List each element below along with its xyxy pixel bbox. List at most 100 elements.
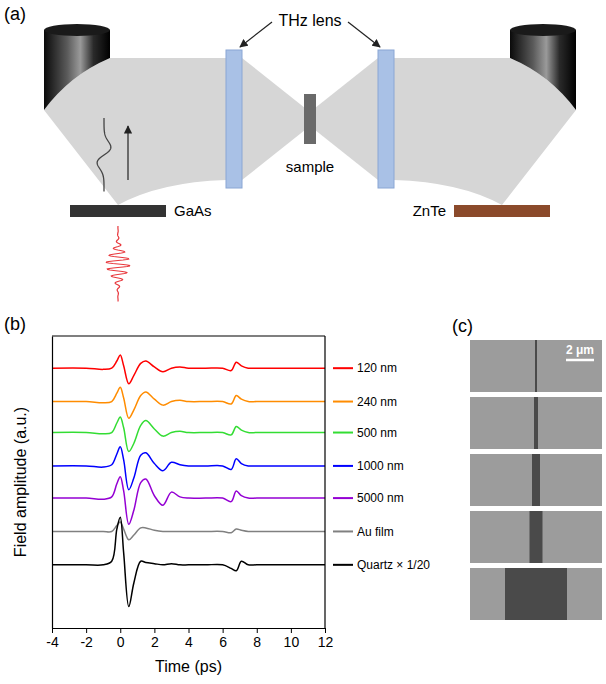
frame	[52, 335, 325, 336]
tick-mark	[86, 628, 87, 633]
sem-background	[470, 340, 602, 392]
legend-label: 240 nm	[357, 395, 397, 409]
figure: (a)THz lenssampleGaAsZnTe-4-2024681012(b…	[0, 0, 606, 684]
propagation-arrow	[127, 126, 128, 180]
legend-swatch	[333, 497, 353, 499]
legend-label: 120 nm	[357, 361, 397, 375]
thz-lens	[226, 50, 242, 188]
label-arrow	[240, 22, 272, 47]
legend-label: 500 nm	[357, 426, 397, 440]
scale-bar-label: 2 μm	[566, 343, 594, 357]
legend-label: 5000 nm	[357, 491, 404, 505]
legend-swatch	[333, 367, 353, 369]
y-axis-title: Field amplitude (a.u.)	[12, 407, 29, 557]
znte-crystal	[454, 205, 550, 217]
legend-swatch	[333, 530, 353, 532]
tick: 2	[151, 628, 159, 650]
mirror-top	[510, 24, 576, 36]
panel-b: -4-2024681012(b)Time (ps)Field amplitude…	[4, 314, 430, 675]
trace-line	[52, 517, 325, 606]
trace-line	[52, 477, 325, 525]
sem-image	[470, 568, 602, 620]
tick-mark	[120, 628, 121, 633]
sample-label: sample	[286, 158, 334, 175]
tick-label: 10	[284, 634, 300, 650]
legend-item: Au film	[333, 525, 394, 539]
parabolic-mirror	[44, 30, 110, 110]
tick-label: 4	[185, 634, 193, 650]
tick: 4	[185, 628, 193, 650]
trace-line	[52, 355, 325, 384]
label-arrow	[348, 22, 380, 47]
sem-background	[470, 397, 602, 449]
scale-bar	[566, 359, 594, 362]
legend-item: 120 nm	[333, 361, 397, 375]
traces	[52, 355, 325, 606]
tick-mark	[189, 628, 190, 633]
sem-background	[470, 568, 602, 620]
parabolic-mirror	[510, 30, 576, 110]
tick: 10	[284, 628, 300, 650]
tick-mark	[154, 628, 155, 633]
sem-background	[470, 511, 602, 563]
legend-item: 1000 nm	[333, 459, 404, 473]
sem-image	[470, 397, 602, 449]
tick: 8	[253, 628, 261, 650]
sem-image	[470, 340, 602, 392]
trace-line	[52, 387, 325, 418]
panel-label: (c)	[452, 316, 473, 336]
slit	[534, 397, 538, 449]
tick: 12	[318, 628, 334, 650]
tick: -2	[80, 628, 93, 650]
tick-mark	[223, 628, 224, 633]
trace-line	[52, 522, 325, 540]
slit	[532, 454, 540, 506]
sem-image	[470, 511, 602, 563]
frame	[324, 336, 325, 628]
legend-item: 240 nm	[333, 395, 397, 409]
tick: -4	[46, 628, 59, 650]
tick: 6	[219, 628, 227, 650]
tick: 0	[117, 628, 125, 650]
slit	[530, 511, 543, 563]
legend-swatch	[333, 432, 353, 434]
tick-label: 2	[151, 634, 159, 650]
tick-label: -2	[80, 634, 93, 650]
tick-label: -4	[46, 634, 59, 650]
legend-swatch	[333, 564, 353, 566]
legend-swatch	[333, 401, 353, 403]
sample	[304, 94, 316, 144]
slit	[505, 568, 567, 620]
tick-mark	[325, 628, 326, 633]
panel-label: (a)	[4, 4, 26, 24]
thz-lens	[378, 50, 394, 188]
panel-c: (c) 2 μm	[452, 316, 602, 620]
gaas-crystal	[70, 205, 166, 217]
legend: 120 nm 240 nm 500 nm 1000 nm 5000 nm Au film Q…	[333, 361, 430, 572]
emitter-label: GaAs	[174, 202, 212, 219]
panel-a: (a) THz lens sample GaAs ZnTe	[4, 4, 576, 302]
slit	[535, 340, 537, 392]
tick-mark	[257, 628, 258, 633]
legend-label: Quartz × 1/20	[357, 558, 430, 572]
laser-pulse	[106, 226, 129, 302]
tick-mark	[291, 628, 292, 633]
tick-mark	[52, 628, 53, 633]
x-axis-title: Time (ps)	[155, 658, 222, 675]
mirror-top	[44, 24, 110, 36]
legend-item: 500 nm	[333, 426, 397, 440]
legend-item: 5000 nm	[333, 491, 404, 505]
detector-label: ZnTe	[413, 202, 446, 219]
legend-swatch	[333, 465, 353, 467]
y-axis	[52, 337, 53, 629]
tick-label: 8	[253, 634, 261, 650]
x-axis: -4 -2 0 2 4 6 8 10 12	[46, 628, 333, 650]
lens-label: THz lens	[278, 12, 341, 29]
axis-line	[52, 337, 53, 629]
trace-line	[52, 417, 325, 452]
legend-item: Quartz × 1/20	[333, 558, 430, 572]
tick-label: 6	[219, 634, 227, 650]
legend-label: 1000 nm	[357, 459, 404, 473]
legend-label: Au film	[357, 525, 394, 539]
sem-image	[470, 454, 602, 506]
